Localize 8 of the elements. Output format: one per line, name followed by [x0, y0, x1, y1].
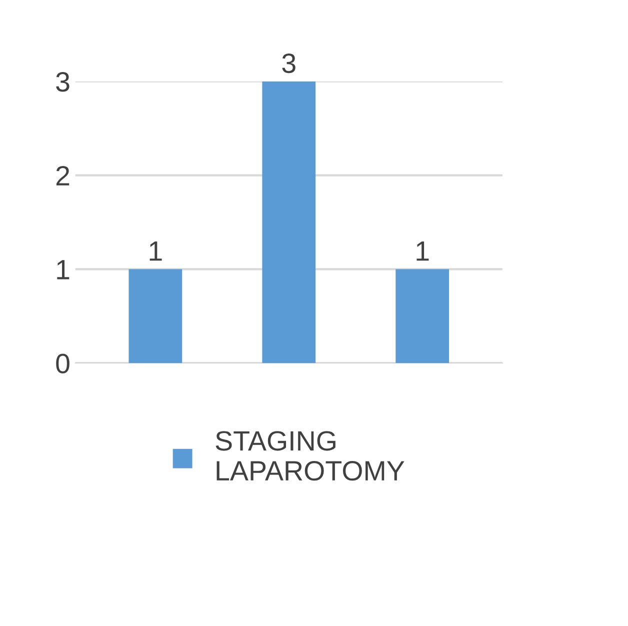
y-tick-label: 3 [56, 72, 70, 92]
data-label: 3 [282, 53, 296, 74]
y-tick-label: 2 [56, 166, 70, 186]
y-tick-label: 1 [57, 260, 70, 280]
data-label: 1 [150, 242, 162, 261]
y-tick-label: 0 [56, 354, 70, 374]
legend-label: STAGING LAPAROTOMY [216, 431, 404, 481]
data-label: 1 [416, 242, 429, 261]
